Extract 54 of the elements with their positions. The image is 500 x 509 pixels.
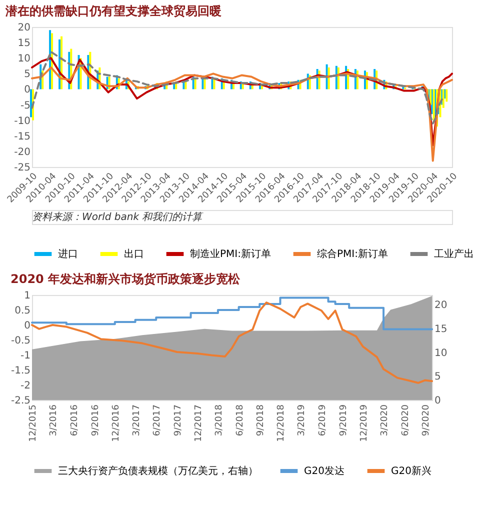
y-tick-label: 5 — [24, 69, 30, 80]
legend-label: 制造业PMI:新订单 — [190, 248, 271, 260]
x-tick-label: 12/2018 — [276, 404, 287, 442]
y-tick-label: -25 — [14, 162, 30, 174]
x-tick-label: 9/2017 — [173, 404, 184, 436]
x-tick-label: 3/2018 — [214, 404, 224, 436]
y-tick-label: -0.5 — [10, 336, 30, 346]
x-tick-label: 12/2015 — [28, 404, 38, 442]
y2-tick-label: 5 — [434, 372, 441, 383]
legend-label: G20新兴 — [391, 465, 432, 477]
x-tick-label: 12/2019 — [359, 404, 370, 442]
x-tick-label: 9/2020 — [422, 404, 432, 436]
y-tick-label: -5 — [20, 100, 30, 112]
x-tick-label: 6/2020 — [400, 404, 411, 436]
y2-tick-label: 20 — [434, 300, 448, 312]
chart-title: 2020 年发达和新兴市场货币政策逐步宽松 — [10, 272, 242, 286]
legend-label: 进口 — [58, 248, 78, 260]
y-tick-label: -15 — [14, 131, 30, 142]
x-tick-label: 3/2019 — [297, 404, 308, 436]
x-tick-label: 12/2017 — [194, 404, 204, 442]
x-tick-label: 3/2016 — [49, 404, 60, 436]
y-tick-label: -1 — [20, 350, 30, 362]
legend-label: 综合PMI:新订单 — [317, 248, 388, 260]
y-tick-label: -10 — [14, 116, 30, 127]
x-tick-label: 6/2019 — [318, 404, 328, 436]
x-tick-label: 9/2018 — [256, 404, 266, 436]
x-tick-label: 6/2016 — [70, 404, 80, 436]
y-tick-label: 1 — [24, 290, 30, 302]
legend-label: 出口 — [124, 248, 144, 260]
legend-label: 工业产出 — [434, 248, 474, 260]
y-tick-label: -20 — [14, 146, 30, 158]
x-tick-label: 6/2018 — [235, 404, 246, 436]
x-tick-label: 9/2019 — [338, 404, 349, 436]
x-tick-label: 3/2017 — [132, 404, 142, 436]
chart-title: 潜在的供需缺口仍有望支撑全球贸易回暖 — [4, 4, 222, 18]
y-tick-label: -2.5 — [10, 396, 30, 406]
x-tick-label: 3/2020 — [380, 404, 390, 436]
y-tick-label: 0.5 — [14, 306, 30, 316]
y-tick-label: 10 — [18, 54, 30, 65]
x-tick-label: 12/2016 — [111, 404, 122, 442]
y2-tick-label: 15 — [434, 324, 448, 335]
y-tick-label: 0 — [24, 84, 30, 96]
y-tick-label: -1.5 — [10, 366, 30, 376]
y2-tick-label: 0 — [434, 396, 441, 406]
x-tick-label: 9/2016 — [90, 404, 101, 436]
y-tick-label: -2 — [20, 380, 30, 392]
y2-tick-label: 10 — [434, 348, 448, 359]
x-tick-label: 6/2017 — [152, 404, 163, 436]
legend-label: 三大央行资产负债表规模（万亿美元，右轴） — [58, 465, 258, 477]
legend-label: G20发达 — [304, 465, 344, 477]
y-tick-label: 20 — [18, 22, 30, 34]
y-tick-label: 0 — [24, 320, 30, 332]
y-tick-label: 15 — [18, 38, 30, 50]
text: 资料来源：World bank 和我们的计算 — [32, 211, 204, 223]
